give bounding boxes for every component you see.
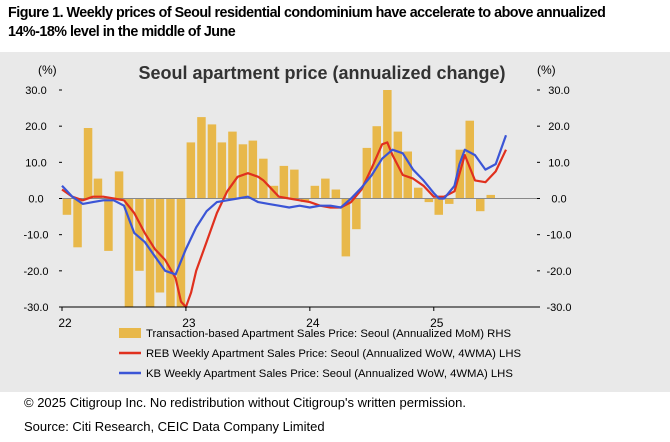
x-tick-0: 22	[58, 316, 72, 330]
bar-40	[476, 198, 485, 212]
axes: 30.0 30.0 20.0 20.0 10.0 10.0 0.0 0.0 -10.0 -10.0…	[23, 85, 571, 330]
bar-13	[197, 117, 206, 199]
y-tick-right-2: 10.0	[548, 157, 569, 169]
bar-5	[114, 171, 124, 199]
bar-11	[176, 198, 186, 307]
bar-1	[73, 198, 82, 248]
bar-27	[341, 198, 351, 257]
right-axis-unit: (%)	[537, 63, 556, 77]
bar-14	[207, 124, 217, 199]
bar-25	[321, 178, 330, 199]
bar-30	[372, 126, 381, 199]
legend-label-kb: KB Weekly Apartment Sales Price: Seoul (…	[146, 368, 513, 380]
y-tick-left-2: 10.0	[25, 157, 46, 169]
copyright-note: © 2025 Citigroup Inc. No redistribution …	[24, 395, 466, 410]
left-axis-unit: (%)	[38, 63, 57, 77]
chart-title: Seoul apartment price (annualized change…	[138, 63, 505, 83]
y-tick-right-6: -30.0	[546, 302, 571, 314]
bar-0	[62, 198, 72, 215]
bar-9	[155, 198, 165, 293]
bar-7	[135, 198, 144, 271]
x-tick-3: 25	[430, 316, 444, 330]
figure-caption: Figure 1. Weekly prices of Seoul residen…	[8, 5, 606, 40]
bar-33	[403, 151, 412, 199]
line-series	[61, 134, 508, 309]
bar-16	[228, 131, 237, 199]
y-tick-left-0: 30.0	[25, 85, 46, 97]
legend: Transaction-based Apartment Sales Price:…	[119, 328, 522, 380]
y-tick-left-5: -20.0	[23, 266, 48, 278]
bar-36	[434, 198, 443, 215]
bar-12	[186, 142, 196, 199]
bar-4	[104, 198, 113, 251]
bar-37	[445, 198, 454, 204]
kb-line	[61, 134, 508, 276]
bar-22	[290, 169, 299, 199]
chart-panel: Seoul apartment price (annualized change…	[0, 52, 670, 392]
bar-28	[352, 198, 361, 230]
y-tick-left-6: -30.0	[23, 302, 48, 314]
y-tick-right-4: -10.0	[546, 230, 571, 242]
bar-19	[259, 158, 268, 199]
bar-8	[145, 198, 155, 307]
bar-24	[310, 185, 320, 199]
bar-35	[424, 198, 434, 203]
bar-26	[331, 189, 341, 199]
bar-15	[217, 142, 227, 199]
bar-3	[93, 178, 103, 199]
y-tick-right-1: 20.0	[548, 121, 569, 133]
bar-18	[248, 140, 258, 199]
x-tick-2: 24	[306, 316, 320, 330]
y-tick-right-0: 30.0	[548, 85, 569, 97]
chart-svg: Seoul apartment price (annualized change…	[23, 63, 571, 380]
y-tick-left-3: 0.0	[28, 194, 43, 206]
bar-34	[414, 187, 423, 199]
x-tick-1: 23	[182, 316, 196, 330]
bar-39	[465, 120, 474, 199]
y-tick-left-4: -10.0	[23, 230, 48, 242]
legend-label-reb: REB Weekly Apartment Sales Price: Seoul …	[146, 348, 522, 360]
bar-6	[124, 198, 134, 307]
legend-label-bars: Transaction-based Apartment Sales Price:…	[146, 328, 511, 340]
y-tick-left-1: 20.0	[25, 121, 46, 133]
y-tick-right-5: -20.0	[546, 266, 571, 278]
bar-17	[238, 144, 248, 199]
bar-2	[83, 128, 93, 199]
bar-10	[166, 198, 175, 307]
bar-21	[279, 165, 289, 199]
reb-line	[61, 141, 507, 309]
source-note: Source: Citi Research, CEIC Data Company…	[24, 419, 325, 434]
bar-29	[362, 147, 372, 199]
legend-swatch-bars	[119, 328, 141, 338]
bar-41	[486, 194, 495, 199]
y-tick-right-3: 0.0	[551, 194, 566, 206]
